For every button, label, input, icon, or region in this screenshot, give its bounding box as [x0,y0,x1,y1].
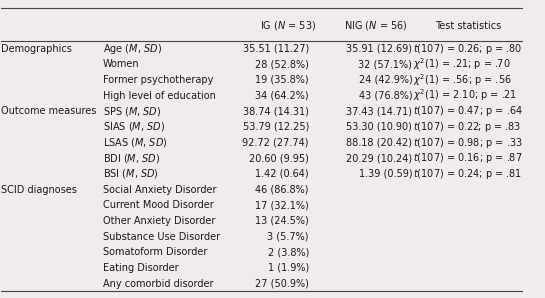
Text: 17 (32.1%): 17 (32.1%) [255,200,309,210]
Text: 53.79 (12.25): 53.79 (12.25) [243,122,309,132]
Text: BDI ($M$, $SD$): BDI ($M$, $SD$) [102,152,160,165]
Text: $\chi^2$(1) = 2.10; p = .21: $\chi^2$(1) = 2.10; p = .21 [413,88,518,103]
Text: 1.42 (0.64): 1.42 (0.64) [255,169,309,179]
Text: Current Mood Disorder: Current Mood Disorder [102,200,213,210]
Text: 88.18 (20.42): 88.18 (20.42) [346,138,413,148]
Text: 43 (76.8%): 43 (76.8%) [359,91,413,100]
Text: High level of education: High level of education [102,91,215,100]
Text: 24 (42.9%): 24 (42.9%) [359,75,413,85]
Text: 2 (3.8%): 2 (3.8%) [268,247,309,257]
Text: $t$(107) = 0.22; p = .83: $t$(107) = 0.22; p = .83 [413,120,522,134]
Text: $\chi^2$(1) = .21; p = .70: $\chi^2$(1) = .21; p = .70 [413,56,511,72]
Text: SIAS ($M$, $SD$): SIAS ($M$, $SD$) [102,120,165,134]
Text: Former psychotherapy: Former psychotherapy [102,75,213,85]
Text: 1 (1.9%): 1 (1.9%) [268,263,309,273]
Text: Any comorbid disorder: Any comorbid disorder [102,279,213,288]
Text: 20.60 (9.95): 20.60 (9.95) [249,153,309,163]
Text: 28 (52.8%): 28 (52.8%) [255,59,309,69]
Text: Other Anxiety Disorder: Other Anxiety Disorder [102,216,215,226]
Text: 13 (24.5%): 13 (24.5%) [255,216,309,226]
Text: 3 (5.7%): 3 (5.7%) [268,232,309,242]
Text: $t$(107) = 0.98; p = .33: $t$(107) = 0.98; p = .33 [413,136,523,150]
Text: SCID diagnoses: SCID diagnoses [1,184,77,195]
Text: Somatoform Disorder: Somatoform Disorder [102,247,207,257]
Text: $t$(107) = 0.26; p = .80: $t$(107) = 0.26; p = .80 [413,41,523,55]
Text: BSI ($M$, $SD$): BSI ($M$, $SD$) [102,167,159,180]
Text: 1.39 (0.59): 1.39 (0.59) [359,169,413,179]
Text: 92.72 (27.74): 92.72 (27.74) [243,138,309,148]
Text: 35.51 (11.27): 35.51 (11.27) [243,44,309,54]
Text: IG ($N$ = 53): IG ($N$ = 53) [260,19,316,32]
Text: SPS ($M$, $SD$): SPS ($M$, $SD$) [102,105,161,118]
Text: 20.29 (10.24): 20.29 (10.24) [346,153,413,163]
Text: Test statistics: Test statistics [435,21,501,31]
Text: 35.91 (12.69): 35.91 (12.69) [346,44,413,54]
Text: 46 (86.8%): 46 (86.8%) [256,184,309,195]
Text: Eating Disorder: Eating Disorder [102,263,178,273]
Text: Outcome measures: Outcome measures [1,106,96,116]
Text: 27 (50.9%): 27 (50.9%) [255,279,309,288]
Text: Women: Women [102,59,139,69]
Text: 34 (64.2%): 34 (64.2%) [255,91,309,100]
Text: Substance Use Disorder: Substance Use Disorder [102,232,220,242]
Text: Age ($M$, $SD$): Age ($M$, $SD$) [102,41,161,55]
Text: NIG ($N$ = 56): NIG ($N$ = 56) [344,19,408,32]
Text: $\chi^2$(1) = .56; p = .56: $\chi^2$(1) = .56; p = .56 [413,72,512,88]
Text: Demographics: Demographics [1,44,72,54]
Text: 37.43 (14.71): 37.43 (14.71) [346,106,413,116]
Text: Social Anxiety Disorder: Social Anxiety Disorder [102,184,216,195]
Text: $t$(107) = 0.24; p = .81: $t$(107) = 0.24; p = .81 [413,167,522,181]
Text: 19 (35.8%): 19 (35.8%) [255,75,309,85]
Text: 53.30 (10.90): 53.30 (10.90) [347,122,413,132]
Text: $t$(107) = 0.16; p = .87: $t$(107) = 0.16; p = .87 [413,151,523,165]
Text: $t$(107) = 0.47; p = .64: $t$(107) = 0.47; p = .64 [413,104,523,118]
Text: 32 (57.1%): 32 (57.1%) [359,59,413,69]
Text: 38.74 (14.31): 38.74 (14.31) [243,106,309,116]
Text: LSAS ($M$, $SD$): LSAS ($M$, $SD$) [102,136,167,149]
